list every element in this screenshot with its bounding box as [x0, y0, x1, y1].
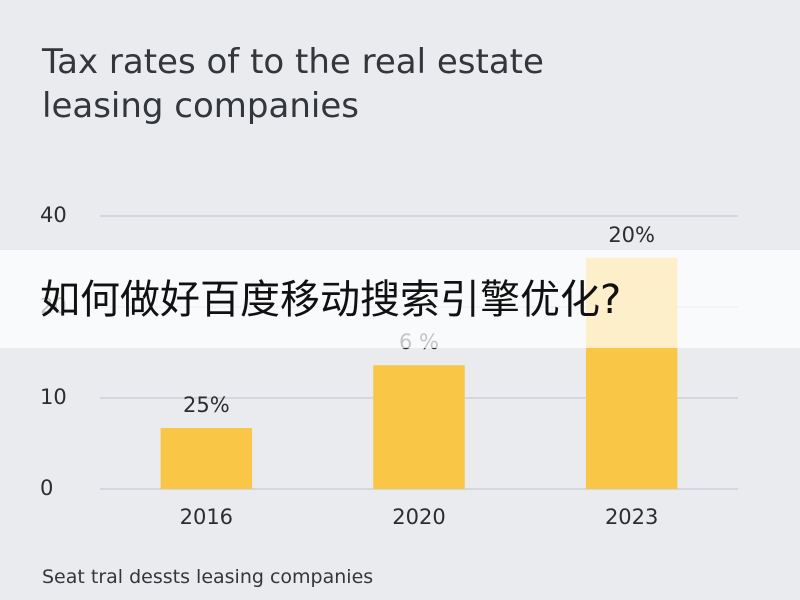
footnote: Seat tral dessts leasing companies — [42, 566, 374, 588]
y-tick-label: 0 — [40, 476, 53, 500]
overlay-banner: 如何做好百度移动搜索引擎优化? — [0, 250, 800, 348]
x-tick-label: 2023 — [605, 505, 658, 529]
y-tick-label: 40 — [40, 203, 67, 227]
bar — [160, 428, 253, 489]
y-tick-label: 10 — [40, 385, 67, 409]
x-tick-label: 2020 — [392, 505, 445, 529]
bar — [373, 365, 465, 489]
chart-title: Tax rates of to the real estate leasing … — [42, 42, 544, 126]
overlay-text: 如何做好百度移动搜索引擎优化? — [40, 277, 622, 323]
bar-annotation: 20% — [608, 223, 655, 247]
x-tick-label: 2016 — [180, 505, 233, 529]
bar-annotation: 25% — [183, 393, 230, 417]
